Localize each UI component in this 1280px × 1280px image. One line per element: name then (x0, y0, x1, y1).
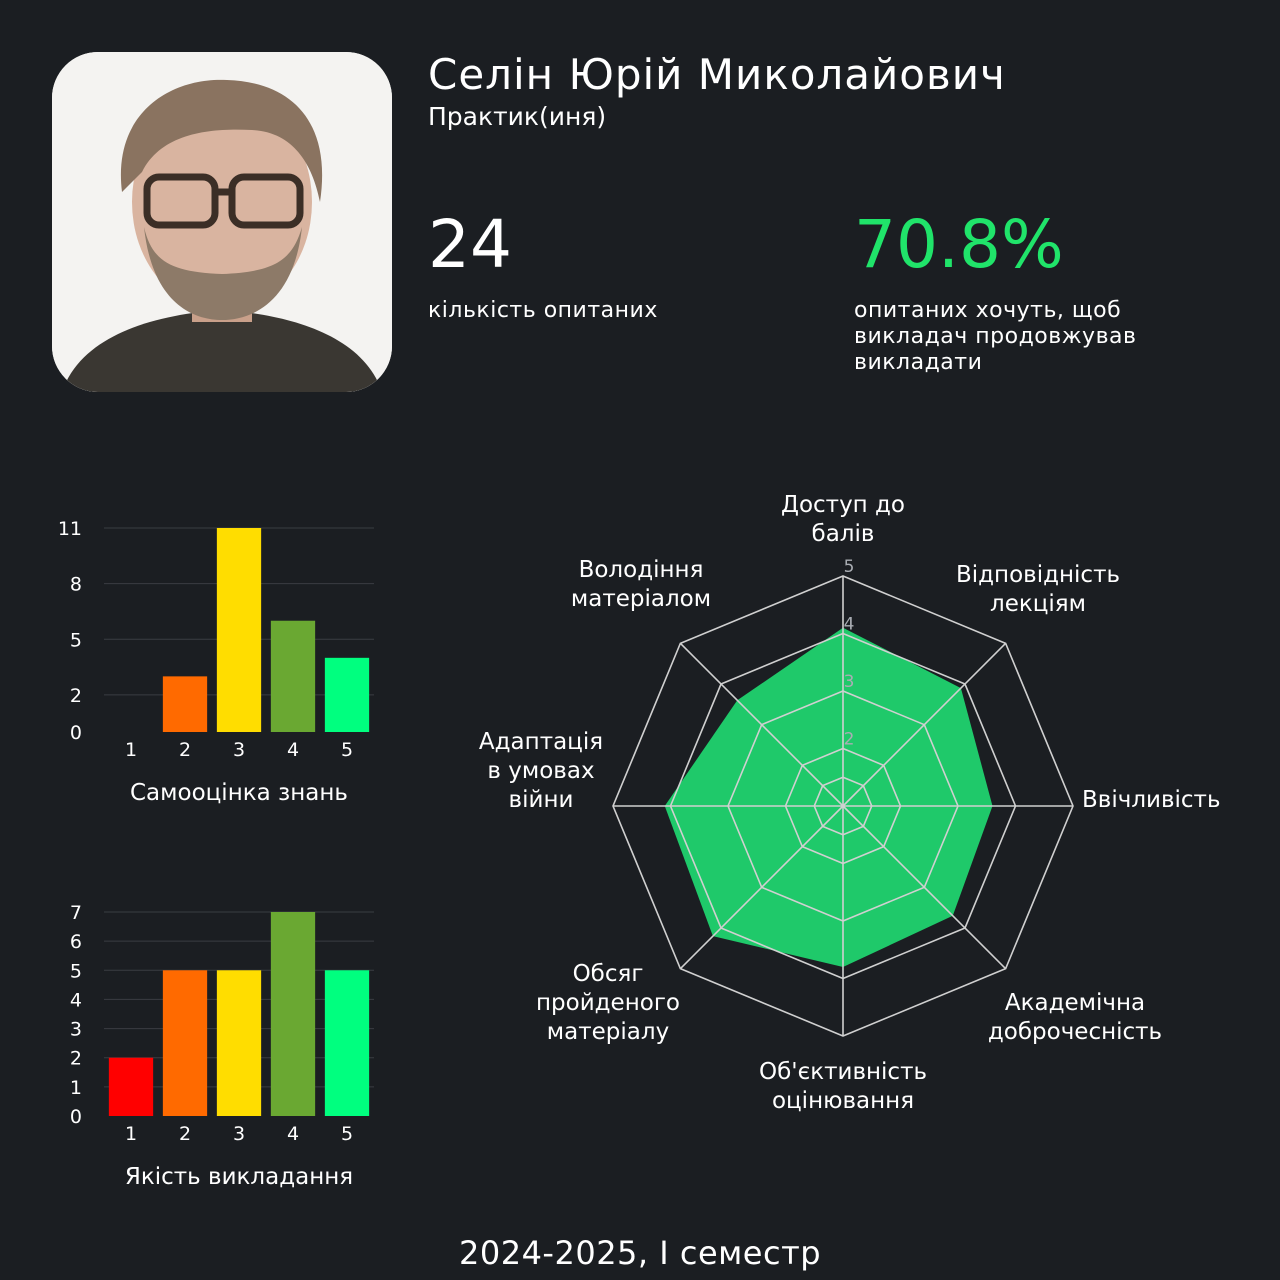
y-tick-label: 3 (70, 1019, 82, 1041)
x-tick-label: 4 (287, 739, 299, 761)
y-tick-label: 2 (70, 1048, 82, 1070)
y-tick-label: 6 (70, 931, 82, 953)
x-tick-label: 3 (233, 739, 245, 761)
y-tick-label: 8 (70, 574, 82, 596)
teacher-role: Практик(иня) (428, 102, 607, 131)
bar (324, 657, 370, 732)
bar (108, 1057, 154, 1116)
y-tick-label: 4 (70, 989, 82, 1011)
y-tick-label: 0 (70, 1106, 82, 1128)
radar-tick-label: 5 (844, 557, 855, 577)
radar-spoke (679, 805, 844, 970)
respondents-label: кількість опитаних (428, 298, 658, 323)
continue-percentage: 70.8% (854, 206, 1064, 283)
radar-spoke (842, 805, 1007, 970)
radar-axis-label: Володіння матеріалом (571, 557, 711, 612)
bar (162, 970, 208, 1116)
y-tick-label: 11 (58, 518, 82, 540)
radar-axis-label: Адаптація в умовах війни (479, 729, 603, 813)
x-tick-label: 1 (125, 1123, 137, 1145)
radar-spoke (842, 642, 1007, 807)
radar-tick-label: 2 (844, 730, 855, 750)
portrait-image (52, 52, 392, 392)
radar-tick-label: 3 (844, 672, 855, 692)
radar-axis-label: Ввічливість (1082, 787, 1221, 813)
radar-tick-label: 4 (844, 615, 855, 635)
y-tick-label: 7 (70, 902, 82, 924)
profile-photo (52, 52, 392, 392)
chart-title: Самооцінка знань (130, 780, 348, 806)
x-tick-label: 1 (125, 739, 137, 761)
respondents-count: 24 (428, 206, 512, 283)
y-tick-label: 0 (70, 722, 82, 744)
x-tick-label: 2 (179, 1123, 191, 1145)
continue-label: опитаних хочуть, щоб викладач продовжува… (854, 298, 1137, 375)
bar (324, 970, 370, 1116)
bar (162, 676, 208, 732)
bar (270, 620, 316, 732)
y-tick-label: 1 (70, 1077, 82, 1099)
y-tick-label: 5 (70, 960, 82, 982)
y-tick-label: 2 (70, 685, 82, 707)
radar-axis-label: Академічна доброчесність (988, 990, 1162, 1045)
radar-axis-label: Об'єктивність оцінювання (759, 1059, 927, 1114)
bar (216, 970, 262, 1116)
semester-footer: 2024-2025, I семестр (458, 1234, 822, 1272)
bar (270, 912, 316, 1116)
radar-axis-label: Обсяг пройденого матеріалу (536, 961, 680, 1045)
teacher-name: Селін Юрій Миколайович (428, 50, 1006, 99)
chart-title: Якість викладання (125, 1164, 353, 1190)
radar-chart-criteria: 2 3 4 5 Доступ до балів Відповідність лекціям Вв… (479, 492, 1221, 1114)
x-tick-label: 5 (341, 1123, 353, 1145)
bar-chart-teaching-quality: 0 1 2 3 4 5 6 7 1 2 3 4 5 Якість викладання (70, 902, 374, 1190)
x-tick-label: 5 (341, 739, 353, 761)
y-tick-label: 5 (70, 629, 82, 651)
radar-axis-label: Відповідність лекціям (956, 562, 1120, 617)
x-tick-label: 2 (179, 739, 191, 761)
radar-axis-label: Доступ до балів (781, 492, 905, 547)
radar-spoke (679, 642, 844, 807)
x-tick-label: 3 (233, 1123, 245, 1145)
bar (216, 528, 262, 732)
radar-data-area (664, 627, 993, 967)
x-tick-label: 4 (287, 1123, 299, 1145)
